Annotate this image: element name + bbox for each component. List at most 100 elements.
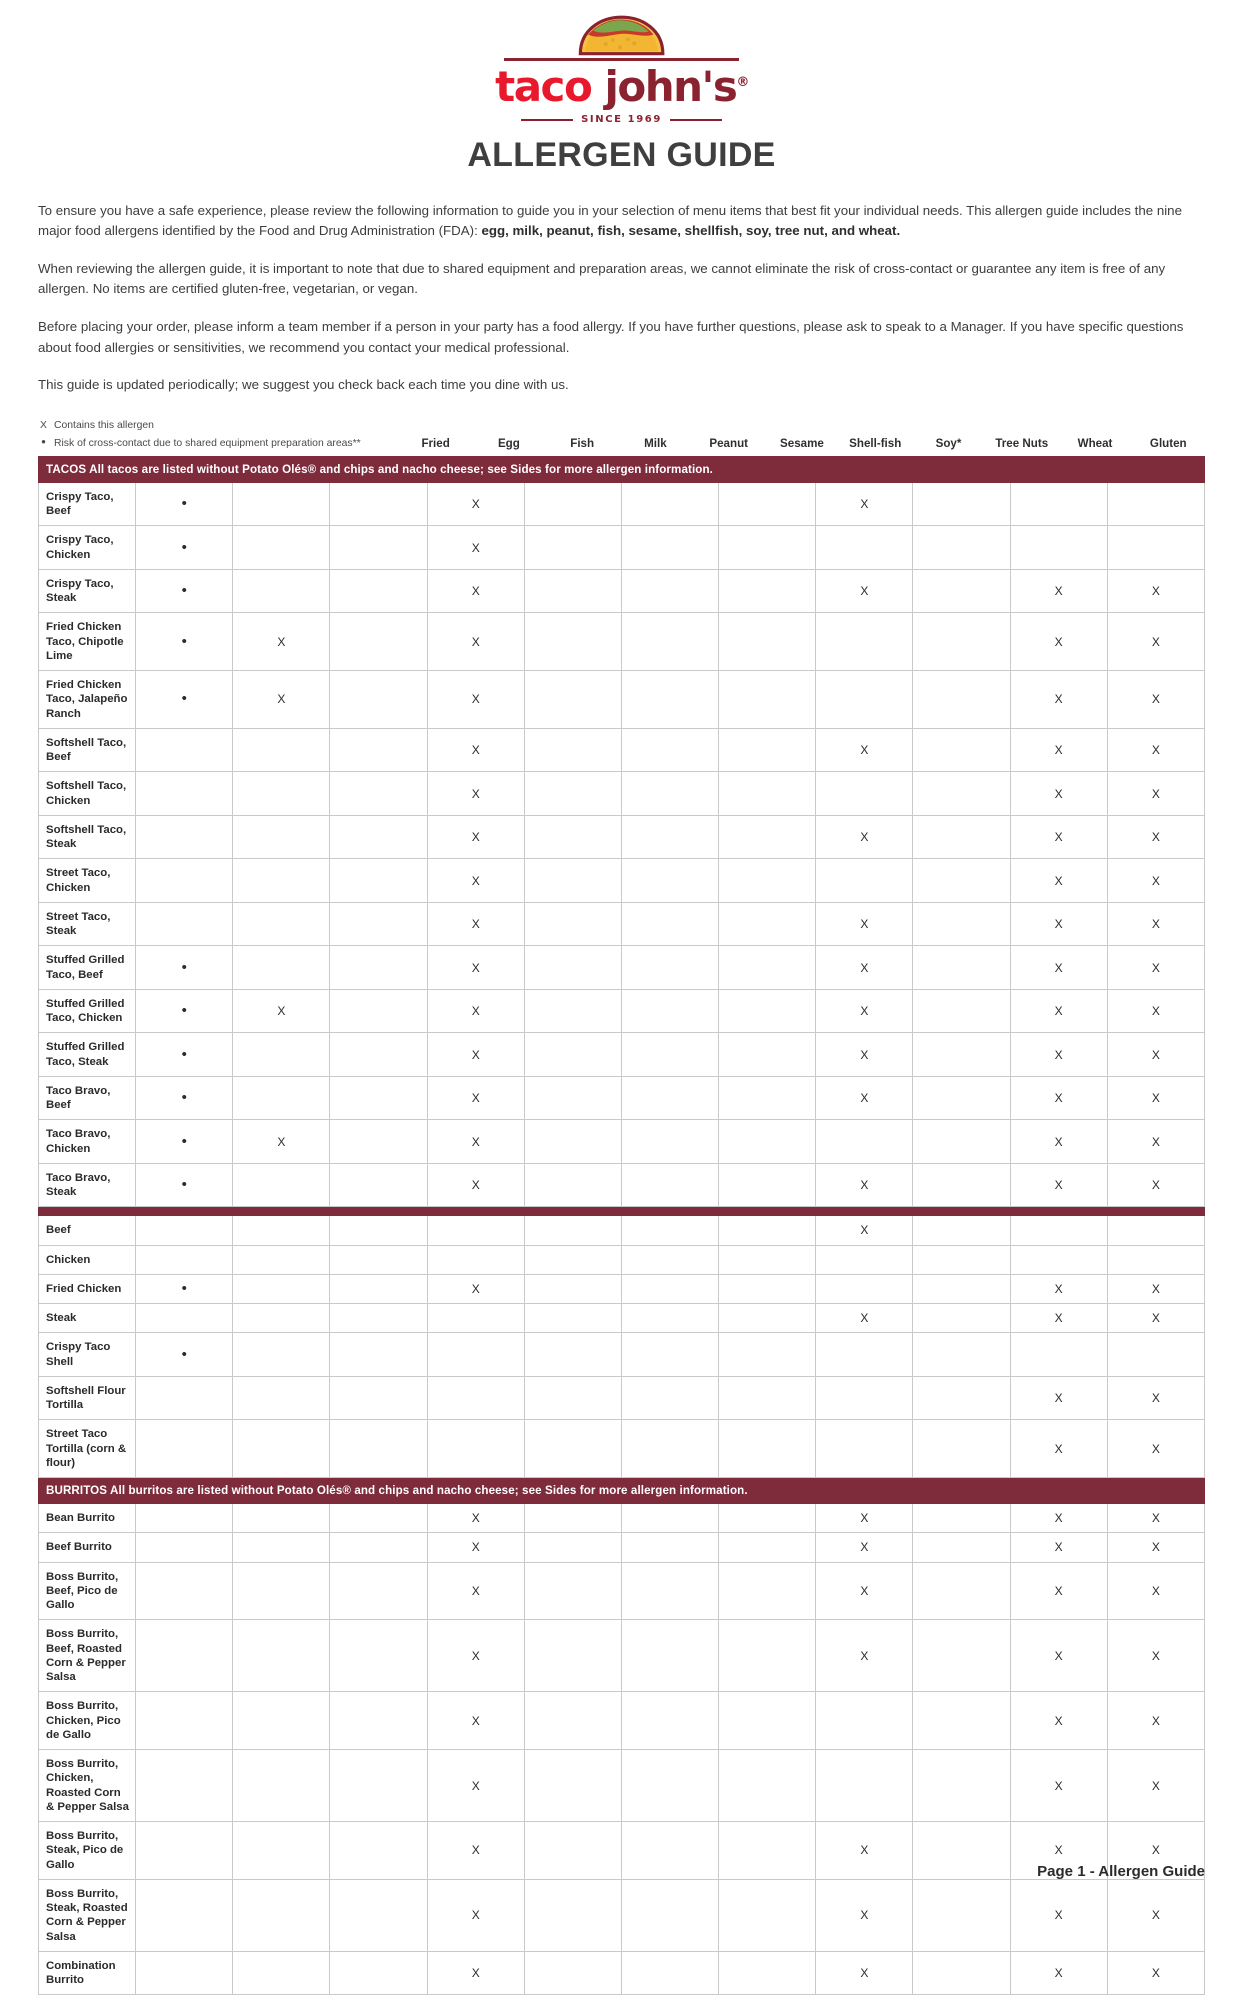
allergen-cell-peanut: [523, 1878, 622, 1952]
allergen-cell-egg: [232, 901, 331, 947]
since-rule-left: [521, 118, 574, 121]
allergen-cell-fried: •: [135, 481, 234, 527]
menu-item-name: Fried Chicken Taco, Jalapeño Ranch: [37, 670, 137, 729]
menu-item-name: Crispy Taco Shell: [37, 1332, 137, 1377]
allergen-cell-shell-fish: [718, 1691, 817, 1751]
allergen-cell-wheat: X: [1009, 1691, 1108, 1751]
allergen-cell-wheat: X: [1009, 1532, 1108, 1563]
taco-illustration-icon: [578, 15, 665, 56]
allergen-cell-fish: [329, 1821, 428, 1880]
allergen-cell-tree-nuts: [912, 481, 1011, 527]
allergen-cell-wheat: [1009, 1215, 1108, 1246]
intro-paragraph-4: This guide is updated periodically; we s…: [38, 377, 569, 393]
allergen-cell-peanut: [523, 1950, 622, 1995]
allergen-cell-soy: X: [815, 1821, 914, 1880]
allergen-cell-wheat: X: [1009, 612, 1108, 672]
allergen-cell-wheat: X: [1009, 1162, 1108, 1208]
allergen-cell-wheat: X: [1009, 1032, 1108, 1077]
allergen-cell-soy: X: [815, 1619, 914, 1693]
allergen-cell-sesame: [620, 1032, 720, 1077]
allergen-cell-tree-nuts: [912, 771, 1011, 816]
allergen-cell-tree-nuts: [912, 814, 1011, 860]
allergen-cell-sesame: [620, 1821, 720, 1880]
allergen-cell-peanut: [523, 1303, 622, 1334]
allergen-cell-shell-fish: [718, 1950, 817, 1995]
allergen-cell-soy: X: [815, 1075, 914, 1121]
column-header-shell-fish: Shell-​fish: [849, 436, 902, 450]
allergen-cell-soy: X: [815, 1561, 914, 1621]
allergen-cell-egg: [232, 1419, 331, 1479]
intro-allergen-list: egg, milk, peanut, fish, sesame, shellfi…: [481, 223, 901, 239]
menu-item-name: Boss Burrito, Steak, Roasted Corn & Pepp…: [37, 1878, 137, 1952]
allergen-cell-egg: X: [232, 612, 331, 672]
allergen-cell-fish: [329, 814, 428, 860]
allergen-cell-tree-nuts: [912, 858, 1011, 903]
allergen-cell-gluten: X: [1106, 814, 1206, 860]
legend-and-header-row: X Contains this allergen • Risk of cross…: [38, 418, 1205, 456]
allergen-cell-fried: •: [135, 1273, 234, 1305]
allergen-cell-gluten: X: [1106, 612, 1206, 672]
table-row: Street Taco, Chicken X X X: [37, 858, 1206, 903]
allergen-cell-fish: [329, 1244, 428, 1275]
allergen-cell-wheat: X: [1009, 771, 1108, 816]
allergen-cell-fried: •: [135, 525, 234, 570]
allergen-cell-shell-fish: [718, 988, 817, 1034]
table-row: Street Taco, Steak X X X X: [37, 901, 1206, 947]
allergen-cell-fried: •: [135, 670, 234, 729]
legend: X Contains this allergen • Risk of cross…: [38, 418, 399, 456]
allergen-cell-fish: [329, 901, 428, 947]
allergen-cell-gluten: X: [1106, 1419, 1206, 1479]
allergen-cell-shell-fish: [718, 1419, 817, 1479]
allergen-cell-soy: [815, 525, 914, 570]
allergen-cell-soy: [815, 1273, 914, 1305]
allergen-cell-sesame: [620, 1215, 720, 1246]
allergen-cell-peanut: [523, 1532, 622, 1563]
allergen-cell-shell-fish: [718, 814, 817, 860]
column-header-tree-nuts: Tree Nuts: [995, 436, 1049, 450]
allergen-cell-tree-nuts: [912, 612, 1011, 672]
allergen-cell-wheat: X: [1009, 1950, 1108, 1995]
menu-item-name: Bean Burrito: [37, 1503, 137, 1534]
allergen-cell-egg: [232, 1821, 331, 1880]
allergen-cell-gluten: X: [1106, 771, 1206, 816]
allergen-cell-gluten: X: [1106, 727, 1206, 773]
allergen-cell-peanut: [523, 670, 622, 729]
allergen-cell-sesame: [620, 727, 720, 773]
allergen-cell-tree-nuts: [912, 525, 1011, 570]
allergen-cell-peanut: [523, 612, 622, 672]
allergen-cell-wheat: [1009, 525, 1108, 570]
allergen-cell-fried: [135, 858, 234, 903]
section-band-label: [38, 1206, 1205, 1217]
allergen-cell-gluten: X: [1106, 1032, 1206, 1077]
table-row: Softshell Taco, Steak X X X X: [37, 814, 1206, 860]
intro-paragraph-3: Before placing your order, please inform…: [38, 319, 1184, 355]
allergen-cell-gluten: X: [1106, 1075, 1206, 1121]
allergen-cell-peanut: [523, 1503, 622, 1534]
section-band-label: BURRITOS All burritos are listed without…: [38, 1477, 1205, 1505]
table-row: Chicken: [37, 1244, 1206, 1275]
allergen-cell-shell-fish: [718, 1749, 817, 1823]
allergen-cell-fried: •: [135, 1332, 234, 1377]
allergen-cell-sesame: [620, 1561, 720, 1621]
allergen-cell-soy: X: [815, 1303, 914, 1334]
allergen-cell-soy: [815, 670, 914, 729]
allergen-cell-milk: X: [426, 1075, 525, 1121]
menu-item-name: Beef: [37, 1215, 137, 1246]
allergen-cell-fried: •: [135, 1032, 234, 1077]
allergen-cell-sesame: [620, 1075, 720, 1121]
column-header-wheat: Wheat: [1077, 436, 1113, 450]
table-row: Taco Bravo, Beef • X X X X: [37, 1075, 1206, 1121]
allergen-cell-wheat: X: [1009, 1419, 1108, 1479]
allergen-cell-peanut: [523, 1749, 622, 1823]
allergen-cell-wheat: X: [1009, 1273, 1108, 1305]
allergen-cell-shell-fish: [718, 1119, 817, 1164]
allergen-cell-shell-fish: [718, 1303, 817, 1334]
legend-contains: X Contains this allergen: [38, 418, 399, 433]
allergen-cell-sesame: [620, 1244, 720, 1275]
allergen-cell-shell-fish: [718, 1032, 817, 1077]
allergen-cell-shell-fish: [718, 945, 817, 990]
allergen-cell-wheat: X: [1009, 1821, 1108, 1880]
menu-item-name: Softshell Taco, Beef: [37, 727, 137, 773]
allergen-cell-wheat: [1009, 481, 1108, 527]
allergen-cell-sesame: [620, 481, 720, 527]
